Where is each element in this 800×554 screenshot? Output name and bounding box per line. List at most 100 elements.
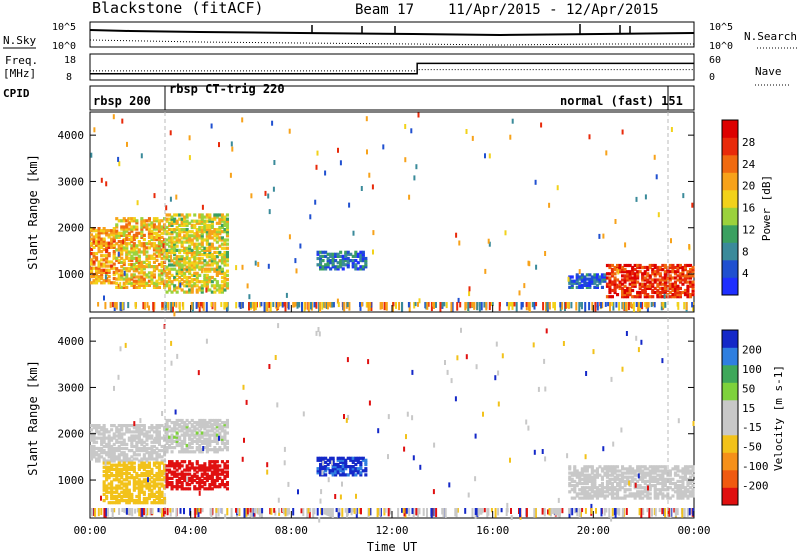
heatmap-cell [188,265,192,269]
ground-scatter [97,302,100,307]
heatmap-cell [120,480,124,484]
heatmap-cell [122,285,126,289]
heatmap-cell [112,501,116,505]
heatmap-cell [112,459,116,463]
heatmap-cell [218,250,222,255]
heatmap-cell [583,492,587,496]
heatmap-cell [105,270,109,274]
ground-scatter [674,508,677,515]
ground-scatter [326,302,329,310]
heatmap-cell [102,451,106,455]
heatmap-cell [157,455,161,459]
heatmap-cell [203,223,207,227]
heatmap-cell [641,288,645,293]
heatmap-dot [562,341,565,346]
heatmap-cell [331,460,335,464]
heatmap-cell [681,274,685,278]
heatmap-cell [689,471,693,475]
heatmap-cell [208,448,212,452]
heatmap-cell [137,467,141,471]
heatmap-dot [271,120,274,126]
heatmap-cell [120,453,124,457]
heatmap-cell [165,450,169,454]
heatmap-cell [658,293,662,297]
heatmap-cell [691,467,695,471]
heatmap-cell [120,446,124,451]
heatmap-cell [210,230,214,234]
heatmap-cell [585,469,589,473]
heatmap-cell [349,469,353,473]
heatmap-cell [671,288,675,293]
heatmap-cell [691,274,695,278]
heatmap-cell [102,457,106,461]
heatmap-cell [180,429,184,433]
heatmap-cell [668,286,672,290]
heatmap-cell [137,490,141,494]
ground-scatter [509,302,512,307]
heatmap-cell [653,290,657,295]
heatmap-cell [200,485,204,489]
heatmap-cell [130,434,134,438]
heatmap-cell [210,275,214,280]
heatmap-cell [605,471,609,475]
heatmap-cell [616,473,620,477]
heatmap-cell [183,217,187,221]
heatmap-cell [661,475,665,479]
heatmap-cell [210,263,214,267]
ground-scatter [353,508,356,514]
heatmap-cell [180,446,184,450]
heatmap-dot [488,241,491,247]
heatmap-cell [605,467,609,471]
y-tick-label: 4000 [58,335,85,348]
heatmap-cell [135,235,139,239]
heatmap-cell [92,275,96,279]
heatmap-dot [602,446,605,452]
heatmap-dot [241,456,244,462]
heatmap-cell [160,231,164,235]
heatmap-cell [213,448,217,452]
heatmap-cell [195,284,199,288]
heatmap-cell [324,267,328,271]
heatmap-cell [117,478,121,482]
heatmap-cell [142,271,146,275]
heatmap-cell [593,486,597,490]
heatmap-cell [140,461,144,465]
heatmap-cell [631,479,635,483]
heatmap-dot [218,142,220,148]
heatmap-cell [205,437,209,441]
heatmap-cell [356,456,360,460]
heatmap-cell [140,275,144,279]
heatmap-cell [336,267,340,271]
heatmap-cell [225,286,229,290]
heatmap-cell [344,462,348,467]
heatmap-cell [689,479,693,483]
heatmap-cell [198,288,202,292]
heatmap-cell [150,233,154,237]
heatmap-cell [329,460,333,464]
heatmap-cell [145,482,149,486]
heatmap-cell [155,225,159,229]
ground-scatter [183,508,185,515]
heatmap-cell [648,469,652,473]
heatmap-cell [200,236,204,240]
ground-scatter [201,508,204,513]
heatmap-cell [215,246,219,250]
heatmap-cell [621,282,625,286]
heatmap-cell [127,476,131,480]
heatmap-cell [203,215,207,219]
heatmap-cell [183,223,187,227]
heatmap-cell [183,437,187,441]
heatmap-cell [651,465,655,469]
heatmap-cell [107,252,111,256]
heatmap-cell [646,274,650,278]
heatmap-cell [359,252,363,256]
heatmap-cell [661,473,665,477]
heatmap-cell [605,284,609,288]
heatmap-cell [145,265,149,269]
heatmap-cell [110,436,114,440]
heatmap-cell [127,281,131,285]
heatmap-cell [613,280,617,284]
heatmap-cell [175,271,179,275]
heatmap-cell [198,228,202,232]
